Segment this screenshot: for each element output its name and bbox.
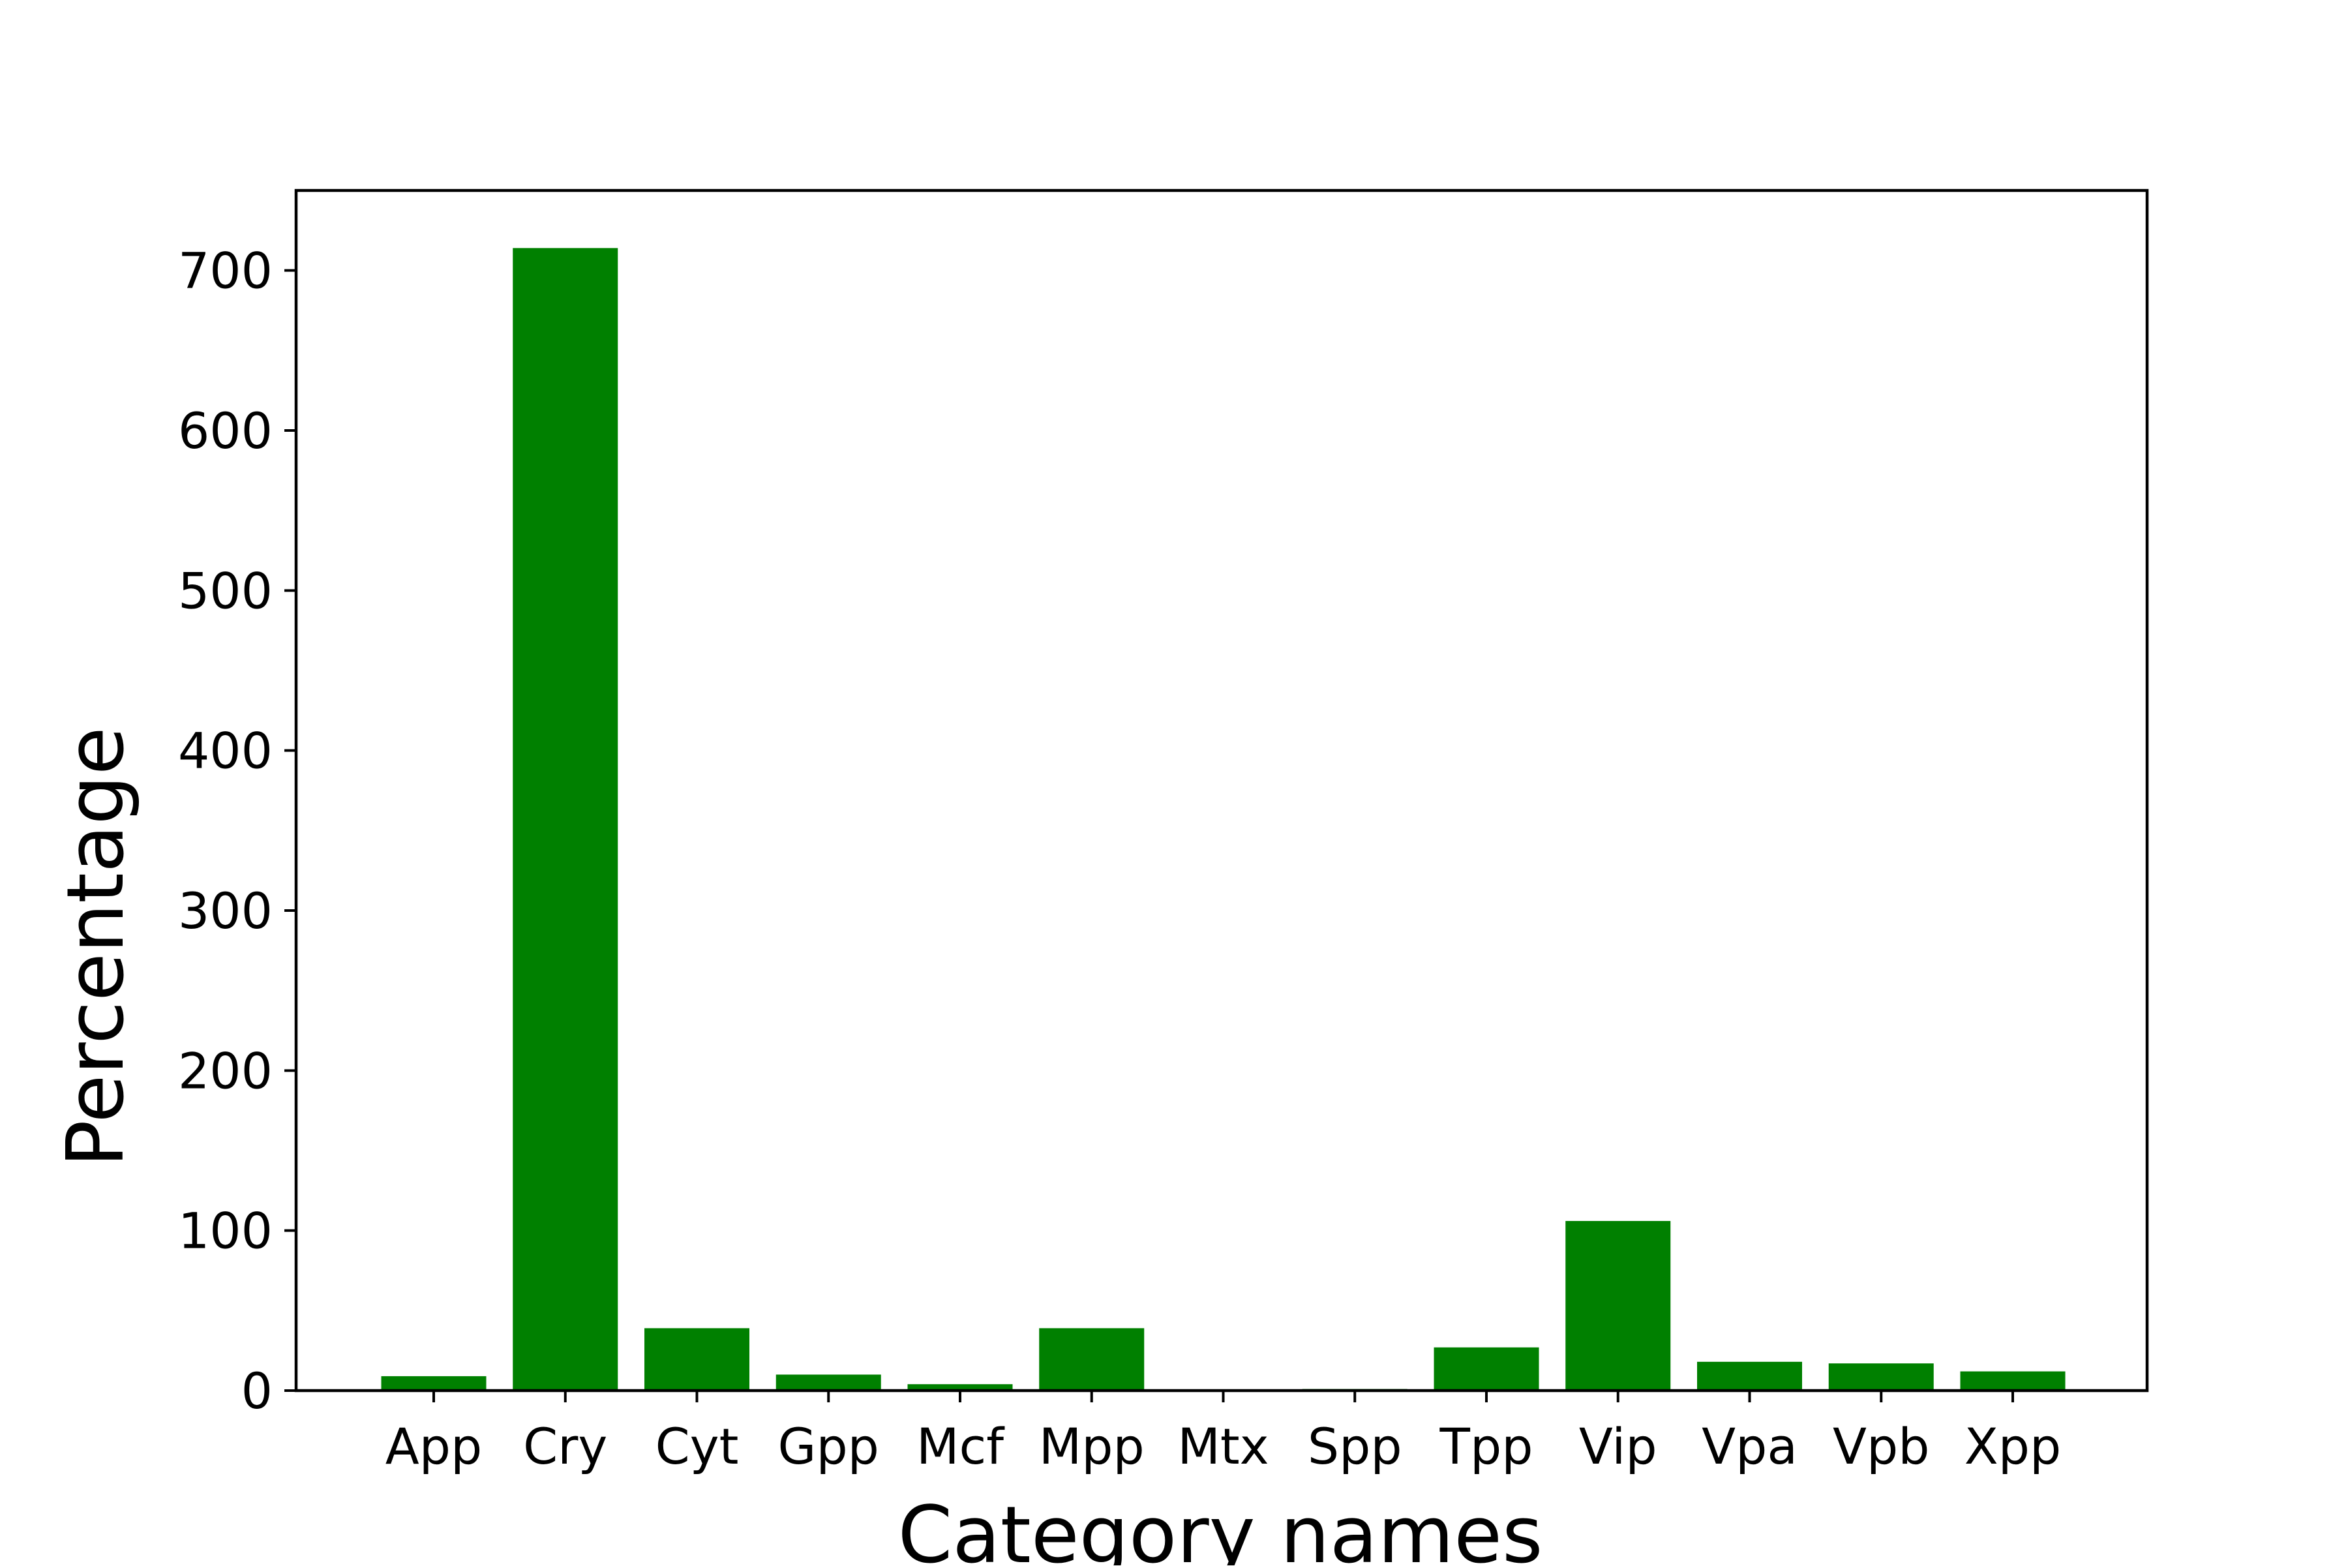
y-tick-label: 100 (178, 1202, 273, 1260)
bar-mcf (907, 1384, 1013, 1391)
y-tick-label: 300 (178, 882, 273, 940)
ticks-layer: App Cry Cyt Gpp Mcf Mpp Mtx Spp Tpp Vip Vpa Vpb Xpp 0… (178, 242, 2061, 1475)
x-tick-label: Gpp (778, 1417, 879, 1475)
x-tick-label: Tpp (1439, 1417, 1533, 1475)
y-tick-label: 700 (178, 242, 273, 300)
x-tick-label: Mcf (916, 1417, 1005, 1475)
x-tick-label: App (385, 1417, 482, 1475)
plot-frame (294, 188, 2149, 1393)
x-tick-label: Cyt (655, 1417, 739, 1475)
y-tick-label: 200 (178, 1042, 273, 1100)
y-tick-label: 500 (178, 562, 273, 620)
bar-mpp (1039, 1328, 1145, 1391)
x-tick-label: Xpp (1964, 1417, 2062, 1475)
bar-cry (513, 248, 618, 1391)
x-tick-label: Vpb (1833, 1417, 1929, 1475)
bar-vip (1565, 1220, 1671, 1391)
x-tick-label: Vpa (1702, 1417, 1798, 1475)
axes-layer (294, 188, 2149, 1393)
bar-app (381, 1376, 487, 1391)
bar-cyt (644, 1328, 749, 1391)
bar-tpp (1434, 1347, 1539, 1391)
y-tick-label: 0 (241, 1362, 273, 1420)
x-tick-label: Mpp (1039, 1417, 1145, 1475)
y-tick-label: 600 (178, 402, 273, 460)
bar-xpp (1960, 1371, 2066, 1391)
x-axis-title: Category names (897, 1490, 1543, 1565)
y-axis-title: Percentage (51, 727, 142, 1167)
bar-vpa (1697, 1361, 1802, 1391)
bars-layer (381, 248, 2066, 1391)
bar-gpp (775, 1374, 881, 1391)
y-tick-label: 400 (178, 722, 273, 780)
x-tick-label: Spp (1308, 1417, 1402, 1475)
x-tick-label: Mtx (1177, 1417, 1269, 1475)
x-tick-label: Cry (523, 1417, 607, 1475)
bar-vpb (1828, 1363, 1934, 1391)
x-tick-label: Vip (1579, 1417, 1657, 1475)
